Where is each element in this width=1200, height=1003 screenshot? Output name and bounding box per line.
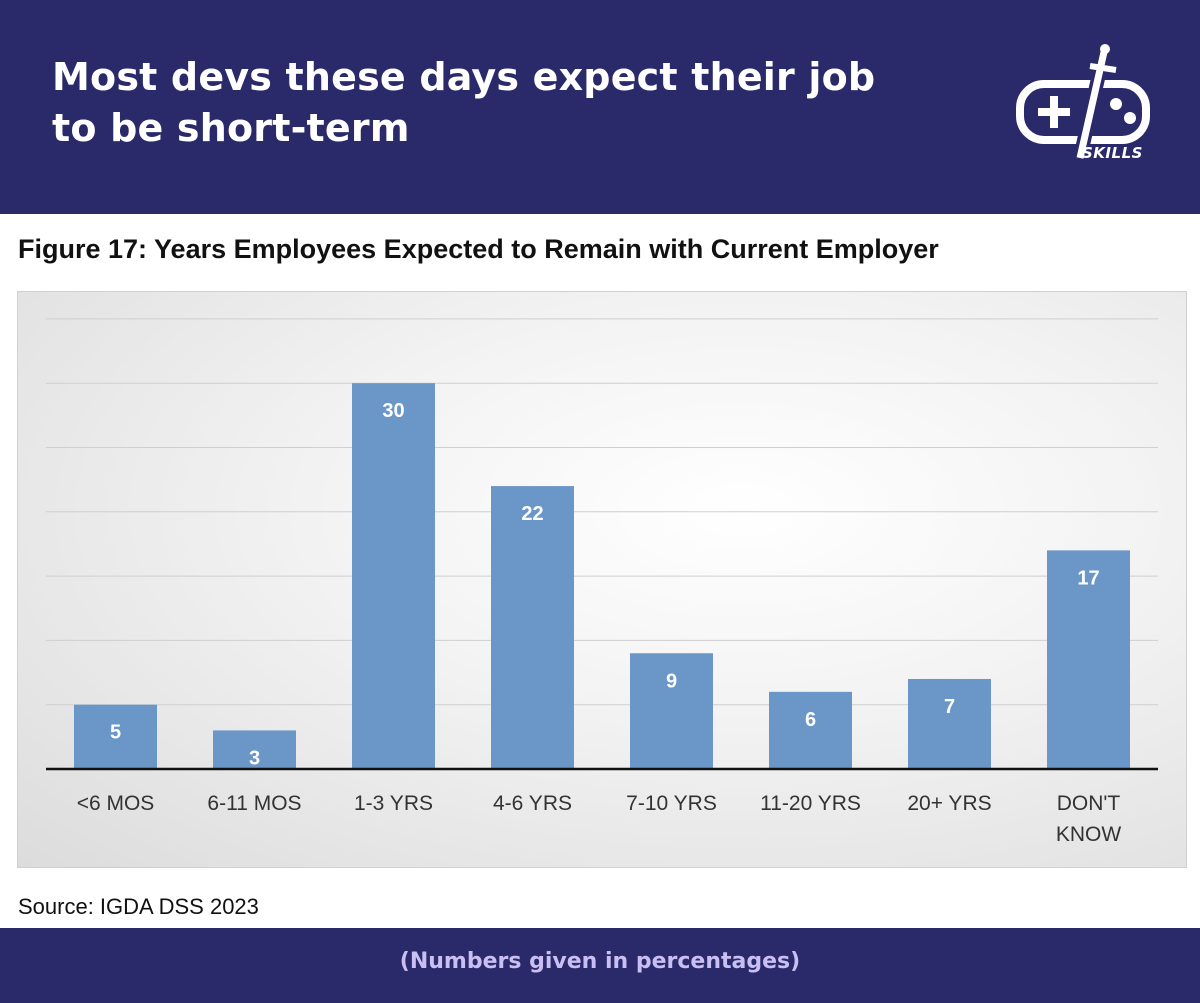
bar [908, 678, 991, 769]
bar [1047, 550, 1130, 769]
x-tick-label: 6-11 MOS [207, 792, 301, 815]
data-label: 5 [110, 722, 121, 744]
footer-banner: (Numbers given in percentages) [0, 928, 1200, 1003]
bar [213, 730, 296, 769]
headline: Most devs these days expect their job to… [52, 52, 952, 154]
chart-plot-area: 5 <6 MOS 3 6-11 MOS 30 1-3 YRS 22 4-6 YRS 9 7-10 … [17, 291, 1187, 868]
header-banner: Most devs these days expect their job to… [0, 0, 1200, 214]
x-tick-label: DON'T KNOW [1056, 792, 1122, 846]
x-tick-label: 1-3 YRS [354, 792, 433, 815]
bar [769, 691, 852, 769]
gd-logo-icon [1016, 44, 1150, 160]
headline-line-2: to be short-term [52, 106, 410, 150]
x-tick-label: 7-10 YRS [626, 792, 717, 815]
bar [630, 653, 713, 769]
headline-line-1: Most devs these days expect their job [52, 55, 876, 99]
footnote: (Numbers given in percentages) [399, 949, 801, 974]
logo-text: SKILLS [1082, 144, 1143, 162]
data-label: 6 [805, 709, 816, 731]
source-note: Source: IGDA DSS 2023 [18, 894, 259, 919]
data-label: 30 [382, 400, 404, 422]
x-tick-label: 4-6 YRS [493, 792, 572, 815]
chart-title: Figure 17: Years Employees Expected to R… [18, 234, 939, 264]
bar-chart: 5 <6 MOS 3 6-11 MOS 30 1-3 YRS 22 4-6 YRS 9 7-10 … [46, 318, 1158, 846]
data-label: 7 [944, 696, 955, 718]
x-tick-label: 20+ YRS [907, 792, 991, 815]
x-tick-label: 11-20 YRS [760, 792, 861, 815]
bar [352, 383, 435, 769]
data-label: 3 [249, 747, 260, 769]
x-tick-label: <6 MOS [77, 792, 155, 815]
data-label: 17 [1077, 567, 1099, 589]
bar [74, 704, 157, 769]
data-label: 9 [666, 670, 677, 692]
bar [491, 486, 574, 769]
data-label: 22 [521, 503, 543, 525]
